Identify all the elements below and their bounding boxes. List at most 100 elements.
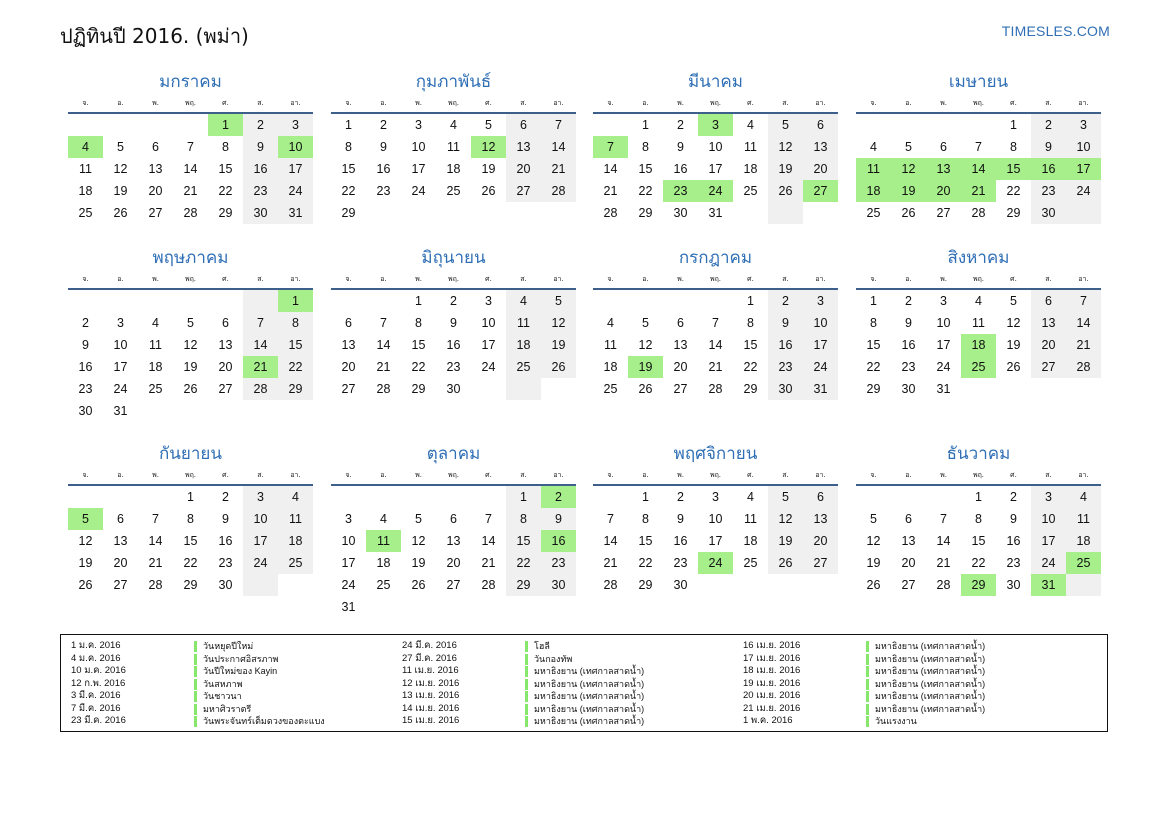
day-cell: 23	[663, 180, 698, 202]
month-block: ตุลาคม จ. อ. พ. พฤ. ศ. ส. อา. 1 2 3 4 5 6 7 8 9 10 11 12 13 1…	[331, 442, 576, 618]
day-cell: 7	[1066, 290, 1101, 312]
month-block: มกราคม จ. อ. พ. พฤ. ศ. ส. อา. 1 2 3 4 5 6 7 8 9 10 11 12 13 1…	[68, 70, 313, 224]
day-cell: 31	[278, 202, 313, 224]
day-cell: 22	[971, 556, 986, 570]
legend-holiday-name: วันสหภาพ	[194, 678, 243, 690]
day-cell: 3	[278, 114, 313, 136]
day-cell: 20	[341, 360, 356, 374]
weekday-header: จ. อ. พ. พฤ. ศ. ส. อา.	[68, 94, 313, 114]
legend-date: 3 มี.ค. 2016	[71, 690, 121, 701]
day-cell: 18	[446, 162, 461, 176]
day-cell: 23	[1031, 180, 1066, 202]
day-cell: 27	[1031, 356, 1066, 378]
day-cell: 26	[768, 180, 803, 202]
day-cell: 30	[768, 378, 803, 400]
day-cell: 26	[866, 578, 881, 592]
day-cell: 22	[506, 552, 541, 574]
day-grid: 1 2 3 4 5 6 7 8 9 10 11 12 13 14 15 16 17 18 19 20 21 22 23 24 2…	[856, 486, 1101, 596]
day-cell: 17	[113, 360, 128, 374]
empty-cell	[208, 400, 243, 422]
weekday-header: จ. อ. พ. พฤ. ศ. ส. อา.	[593, 466, 838, 486]
weekday-label: พฤ.	[447, 471, 460, 479]
legend-date: 13 เม.ย. 2016	[402, 690, 460, 701]
day-cell: 14	[708, 338, 723, 352]
day-cell: 31	[341, 600, 356, 614]
empty-cell	[138, 400, 173, 422]
day-cell: 20	[1031, 334, 1066, 356]
day-cell: 6	[117, 512, 124, 526]
day-cell: 16	[243, 158, 278, 180]
day-cell: 24	[411, 184, 426, 198]
empty-cell	[243, 400, 278, 422]
day-cell: 7	[940, 512, 947, 526]
empty-cell	[436, 486, 471, 508]
day-cell: 19	[78, 556, 93, 570]
legend-holiday-name: วันหยุดปีใหม่	[194, 641, 253, 652]
page-title: ปฏิทินปี 2016. (พม่า)	[60, 24, 249, 48]
day-grid: 1 2 3 4 5 6 7 8 9 10 11 12 13 14 15 16 17 18 19 20 21 22 23 24 2…	[331, 290, 576, 400]
holiday-legend: 1 ม.ค. 2016 วันหยุดปีใหม่ 4 ม.ค. 2016 วันปร…	[60, 634, 1108, 732]
legend-holiday-name: วันปีใหม่ของ Kayin	[194, 666, 277, 677]
month-block: ธันวาคม จ. อ. พ. พฤ. ศ. ส. อา. 1 2 3 4 5 6 7 8 9 10 11 12 13…	[856, 442, 1101, 596]
day-cell: 7	[593, 136, 628, 158]
day-cell: 20	[901, 556, 916, 570]
day-cell: 19	[481, 162, 496, 176]
legend-date: 17 เม.ย. 2016	[743, 652, 801, 664]
day-cell: 12	[541, 312, 576, 334]
site-link[interactable]: TIMESLES.COM	[1001, 23, 1110, 39]
day-cell: 9	[677, 140, 684, 154]
day-grid: 1 2 3 4 5 6 7 8 9 10 11 12 13 14 15 16 17 18 19 20 21 22 23 24 2…	[68, 114, 313, 224]
day-cell: 15	[218, 162, 233, 176]
empty-cell	[436, 202, 471, 224]
empty-cell	[138, 290, 173, 312]
day-cell: 10	[341, 534, 356, 548]
day-cell: 12	[768, 508, 803, 530]
weekday-label: ศ.	[222, 275, 229, 283]
day-cell: 20	[673, 360, 688, 374]
weekday-label: พ.	[152, 99, 159, 107]
day-grid: 1 2 3 4 5 6 7 8 9 10 11 12 13 14 15 16 17 18 19 20 21 22 23 24 2…	[331, 114, 576, 224]
day-cell: 18	[743, 534, 758, 548]
day-cell: 5	[870, 512, 877, 526]
day-cell: 17	[803, 334, 838, 356]
empty-cell	[541, 202, 576, 224]
day-cell: 13	[446, 534, 461, 548]
empty-cell	[173, 400, 208, 422]
day-cell: 18	[278, 530, 313, 552]
day-cell: 25	[278, 552, 313, 574]
day-cell: 10	[708, 140, 723, 154]
day-cell: 15	[411, 338, 426, 352]
day-cell: 6	[345, 316, 352, 330]
day-cell: 1	[747, 294, 754, 308]
empty-cell	[103, 290, 138, 312]
day-cell: 4	[870, 140, 877, 154]
weekday-label: อ.	[380, 471, 387, 479]
day-cell: 22	[183, 556, 198, 570]
day-cell: 13	[148, 162, 163, 176]
month-name: สิงหาคม	[947, 248, 1010, 268]
day-cell: 25	[603, 382, 618, 396]
weekday-label: อ.	[905, 471, 912, 479]
day-cell: 17	[243, 530, 278, 552]
day-cell: 8	[642, 512, 649, 526]
day-cell: 27	[803, 552, 838, 574]
day-cell: 22	[866, 360, 881, 374]
empty-cell	[471, 378, 506, 400]
weekday-label: ส.	[782, 99, 789, 107]
day-cell: 1	[278, 290, 313, 312]
day-cell: 1	[187, 490, 194, 504]
day-cell: 21	[541, 158, 576, 180]
day-grid: 1 2 3 4 5 6 7 8 9 10 11 12 13 14 15 16 17 18 19 20 21 22 23 24 2…	[68, 290, 313, 422]
day-cell: 19	[113, 184, 128, 198]
weekday-label: อ.	[642, 471, 649, 479]
day-cell: 8	[506, 508, 541, 530]
day-cell: 28	[481, 578, 496, 592]
weekday-label: อา.	[1078, 471, 1089, 479]
day-cell: 21	[603, 556, 618, 570]
weekday-label: ส.	[1045, 471, 1052, 479]
day-cell: 2	[450, 294, 457, 308]
day-cell: 2	[677, 118, 684, 132]
day-cell: 26	[113, 206, 128, 220]
empty-cell	[996, 378, 1031, 400]
legend-holiday-name: มหาธิงยาน (เทศกาลสาดน้ำ)	[866, 678, 985, 690]
